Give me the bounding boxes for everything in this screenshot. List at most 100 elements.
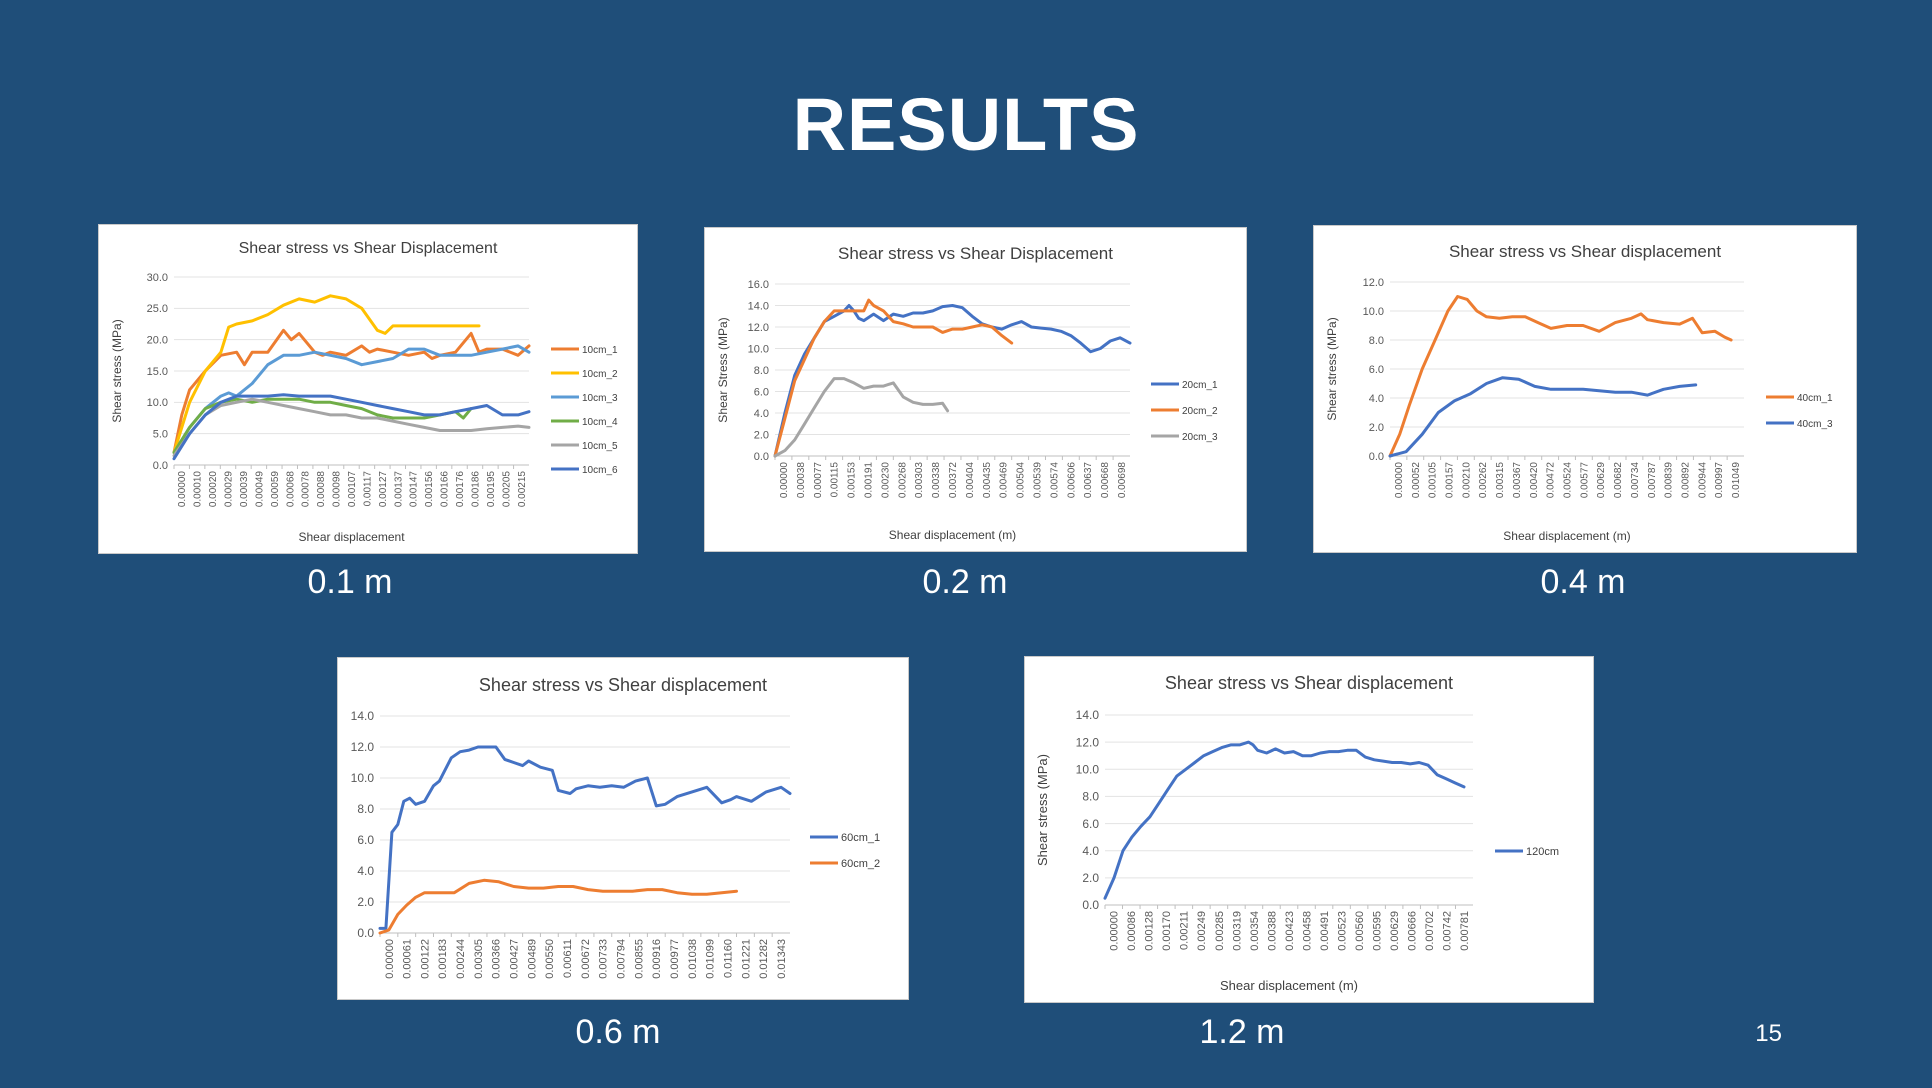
x-tick-label: 0.00794 (616, 939, 628, 979)
y-tick-label: 25.0 (147, 303, 168, 315)
page-number: 15 (1755, 1020, 1782, 1047)
chart-svg-0.2m: Shear stress vs Shear Displacement 0.0 2.0… (716, 244, 1218, 542)
x-tick-label: 0.00666 (1407, 911, 1419, 951)
y-tick-label: 12.0 (351, 740, 375, 754)
x-tick-label: 0.00088 (316, 471, 327, 508)
x-tick-label: 0.00524 (1563, 462, 1574, 499)
y-tick-label: 14.0 (748, 300, 769, 312)
x-tick-label: 0.00153 (847, 462, 858, 499)
x-tick-label: 0.00491 (1319, 911, 1331, 951)
x-tick-label: 0.00122 (419, 939, 431, 979)
x-tick-label: 0.00000 (177, 471, 188, 508)
x-tick-label: 0.00315 (1495, 462, 1506, 499)
x-tick-label: 0.00504 (1016, 462, 1027, 499)
y-axis-label: Shear stress (MPa) (1325, 317, 1339, 420)
series-line-10cm_6 (172, 393, 531, 461)
x-tick-label: 0.00892 (1681, 462, 1692, 499)
y-tick-label: 2.0 (1082, 871, 1099, 885)
x-tick-label: 0.00682 (1613, 462, 1624, 499)
x-tick-label: 0.00000 (384, 939, 396, 979)
x-tick-label: 0.00115 (830, 462, 841, 498)
y-tick-label: 5.0 (153, 429, 168, 441)
legend-label: 40cm_3 (1797, 419, 1833, 430)
x-tick-label: 0.00577 (1579, 462, 1590, 499)
y-tick-label: 12.0 (748, 322, 769, 334)
y-tick-label: 4.0 (754, 408, 769, 420)
y-tick-label: 14.0 (351, 709, 375, 723)
x-tick-label: 0.00166 (440, 471, 451, 508)
y-tick-label: 4.0 (1082, 844, 1099, 858)
x-tick-label: 0.00338 (931, 462, 942, 499)
legend-label: 60cm_1 (841, 832, 880, 844)
legend-label: 10cm_2 (582, 369, 618, 380)
x-tick-label: 0.00574 (1049, 462, 1060, 499)
x-tick-label: 0.00211 (1179, 911, 1191, 950)
x-axis-label: Shear displacement (298, 530, 405, 544)
series-line-40cm_3 (1388, 376, 1698, 458)
x-tick-label: 0.00423 (1284, 911, 1296, 951)
y-tick-label: 0.0 (357, 926, 374, 940)
legend-label: 10cm_1 (582, 345, 618, 356)
x-tick-label: 0.00787 (1647, 462, 1658, 499)
legend-label: 60cm_2 (841, 858, 880, 870)
x-tick-label: 0.00606 (1066, 462, 1077, 499)
chart-0.6m: Shear stress vs Shear displacement 0.0 2.0… (337, 657, 909, 1000)
y-tick-label: 10.0 (1363, 306, 1384, 318)
legend-label: 20cm_3 (1182, 432, 1218, 443)
x-tick-label: 0.00061 (402, 939, 414, 979)
series-line-10cm_5 (172, 397, 531, 458)
x-tick-label: 0.00000 (779, 462, 790, 499)
x-tick-label: 0.00629 (1596, 462, 1607, 499)
x-tick-label: 0.00916 (651, 939, 663, 979)
series-line-40cm_1 (1388, 295, 1733, 458)
x-tick-label: 0.00105 (1428, 462, 1439, 499)
x-tick-label: 0.00010 (193, 471, 204, 508)
x-tick-label: 0.00469 (999, 462, 1010, 499)
series-line-20cm_1 (773, 304, 1132, 458)
x-tick-label: 0.00303 (914, 462, 925, 499)
legend-label: 10cm_4 (582, 417, 618, 428)
x-tick-label: 0.00539 (1033, 462, 1044, 499)
x-tick-label: 0.00183 (437, 939, 449, 979)
x-axis-label: Shear displacement (m) (1220, 978, 1358, 993)
x-tick-label: 0.00262 (1478, 462, 1489, 499)
x-tick-label: 0.00086 (1126, 911, 1138, 951)
x-tick-label: 0.00000 (1109, 911, 1121, 951)
series-line-60cm_1 (378, 745, 792, 930)
x-tick-label: 0.00049 (254, 471, 265, 508)
x-tick-label: 0.00029 (224, 471, 235, 508)
x-tick-label: 0.00156 (424, 471, 435, 508)
x-tick-label: 0.00668 (1100, 462, 1111, 499)
x-tick-label: 0.00388 (1266, 911, 1278, 951)
x-tick-label: 0.00404 (965, 462, 976, 499)
y-tick-label: 30.0 (147, 272, 168, 284)
x-tick-label: 0.00230 (880, 462, 891, 499)
y-tick-label: 10.0 (748, 343, 769, 355)
y-tick-label: 0.0 (754, 451, 769, 463)
x-tick-label: 0.00839 (1664, 462, 1675, 499)
y-tick-label: 10.0 (1076, 762, 1100, 776)
y-tick-label: 6.0 (357, 833, 374, 847)
chart-title: Shear stress vs Shear Displacement (838, 244, 1113, 263)
x-tick-label: 0.00372 (948, 462, 959, 499)
x-tick-label: 0.00191 (863, 462, 874, 499)
x-tick-label: 0.00157 (1445, 462, 1456, 499)
y-axis-label: Shear stress (MPa) (110, 319, 124, 422)
chart-svg-0.4m: Shear stress vs Shear displacement 0.0 2.0… (1325, 242, 1833, 543)
x-tick-label: 0.00077 (813, 462, 824, 499)
y-tick-label: 14.0 (1076, 708, 1100, 722)
y-tick-label: 2.0 (1369, 422, 1384, 434)
chart-svg-1.2m: Shear stress vs Shear displacement 0.0 2.0… (1035, 673, 1559, 993)
legend-label: 20cm_2 (1182, 406, 1218, 417)
x-tick-label: 0.00128 (1144, 911, 1156, 951)
x-tick-label: 0.00698 (1117, 462, 1128, 499)
x-tick-label: 0.00117 (362, 471, 373, 507)
x-tick-label: 0.00249 (1196, 911, 1208, 951)
series-line-120cm (1103, 740, 1466, 900)
x-tick-label: 0.00195 (486, 471, 497, 508)
y-tick-label: 16.0 (748, 279, 769, 291)
y-tick-label: 8.0 (357, 802, 374, 816)
x-tick-label: 0.00068 (285, 471, 296, 508)
x-tick-label: 0.00595 (1371, 911, 1383, 951)
x-tick-label: 0.00702 (1424, 911, 1436, 951)
